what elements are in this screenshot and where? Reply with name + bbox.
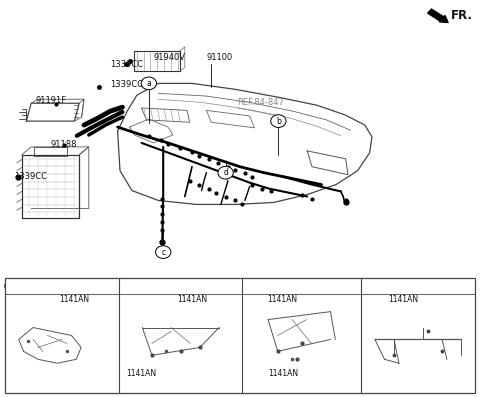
- Text: b: b: [124, 283, 129, 289]
- Circle shape: [141, 77, 156, 90]
- Circle shape: [242, 279, 258, 292]
- Text: 1141AN: 1141AN: [267, 295, 297, 304]
- Text: 1141AN: 1141AN: [60, 295, 89, 304]
- Circle shape: [361, 279, 376, 292]
- Text: b: b: [276, 117, 281, 125]
- Text: 91100: 91100: [206, 52, 233, 62]
- Text: 1339CC: 1339CC: [110, 60, 144, 69]
- Bar: [5, 278, 475, 393]
- FancyArrow shape: [436, 15, 448, 23]
- Text: 1141AN: 1141AN: [268, 369, 298, 378]
- Text: a: a: [146, 79, 151, 88]
- Text: 1141AN: 1141AN: [177, 295, 207, 304]
- FancyArrow shape: [428, 9, 444, 21]
- Text: REF.84-847: REF.84-847: [238, 98, 285, 107]
- Text: 91188: 91188: [50, 140, 77, 149]
- Text: d: d: [223, 168, 228, 177]
- Text: 1141AN: 1141AN: [388, 295, 418, 304]
- Text: 91191F: 91191F: [36, 96, 67, 105]
- Text: 91940V: 91940V: [154, 52, 186, 62]
- Text: 1141AN: 1141AN: [127, 369, 156, 378]
- Circle shape: [218, 166, 233, 179]
- Circle shape: [119, 279, 134, 292]
- Text: d: d: [366, 283, 371, 289]
- Text: a: a: [11, 283, 14, 289]
- Circle shape: [5, 279, 20, 292]
- Text: 1339CC: 1339CC: [110, 80, 144, 89]
- Circle shape: [271, 115, 286, 127]
- Text: c: c: [248, 283, 252, 289]
- Text: c: c: [161, 248, 165, 256]
- Text: FR.: FR.: [451, 9, 473, 22]
- Circle shape: [156, 246, 171, 258]
- Text: 1339CC: 1339CC: [14, 172, 48, 181]
